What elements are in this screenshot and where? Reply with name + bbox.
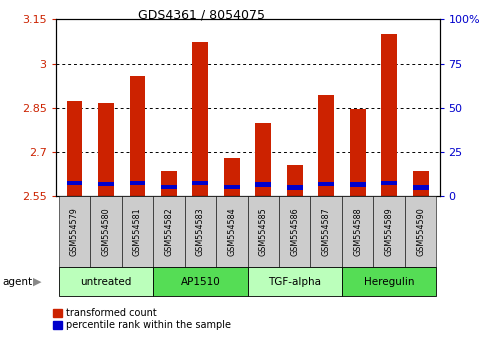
Bar bbox=[192, 41, 208, 196]
Bar bbox=[413, 185, 428, 190]
Text: GSM554588: GSM554588 bbox=[353, 207, 362, 256]
Bar bbox=[67, 181, 82, 185]
Text: ▶: ▶ bbox=[33, 277, 42, 287]
Bar bbox=[129, 75, 145, 196]
Bar bbox=[161, 171, 177, 196]
Text: TGF-alpha: TGF-alpha bbox=[268, 277, 321, 287]
Bar bbox=[98, 103, 114, 196]
Bar bbox=[318, 182, 334, 186]
Text: GDS4361 / 8054075: GDS4361 / 8054075 bbox=[138, 9, 265, 22]
Text: GSM554590: GSM554590 bbox=[416, 207, 425, 256]
Bar bbox=[287, 165, 303, 196]
Text: GSM554582: GSM554582 bbox=[164, 207, 173, 256]
Bar bbox=[287, 185, 303, 190]
Bar bbox=[413, 171, 428, 196]
Text: GSM554580: GSM554580 bbox=[101, 207, 111, 256]
Text: untreated: untreated bbox=[80, 277, 131, 287]
Legend: transformed count, percentile rank within the sample: transformed count, percentile rank withi… bbox=[53, 308, 231, 330]
Text: GSM554586: GSM554586 bbox=[290, 207, 299, 256]
Text: Heregulin: Heregulin bbox=[364, 277, 414, 287]
Bar bbox=[350, 182, 366, 187]
Bar bbox=[224, 185, 240, 189]
Text: GSM554583: GSM554583 bbox=[196, 207, 205, 256]
Bar bbox=[98, 182, 114, 186]
Text: GSM554589: GSM554589 bbox=[384, 207, 394, 256]
Text: GSM554585: GSM554585 bbox=[259, 207, 268, 256]
Bar bbox=[161, 185, 177, 189]
Bar bbox=[256, 123, 271, 196]
Bar bbox=[67, 101, 82, 196]
Bar bbox=[192, 181, 208, 185]
Bar bbox=[381, 181, 397, 185]
Bar bbox=[129, 181, 145, 185]
Bar bbox=[224, 158, 240, 196]
Bar bbox=[350, 109, 366, 196]
Bar bbox=[256, 182, 271, 187]
Bar bbox=[318, 95, 334, 196]
Text: GSM554587: GSM554587 bbox=[322, 207, 331, 256]
Text: agent: agent bbox=[2, 277, 32, 287]
Bar bbox=[381, 34, 397, 196]
Text: GSM554584: GSM554584 bbox=[227, 207, 236, 256]
Text: GSM554581: GSM554581 bbox=[133, 207, 142, 256]
Text: AP1510: AP1510 bbox=[181, 277, 220, 287]
Text: GSM554579: GSM554579 bbox=[70, 207, 79, 256]
